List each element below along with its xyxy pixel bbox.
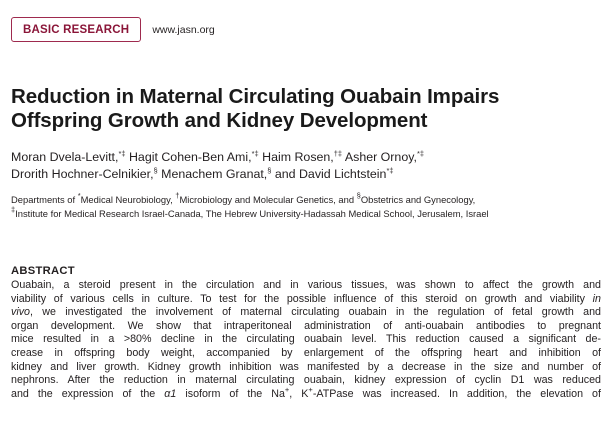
author-list: Moran Dvela-Levitt,*‡ Hagit Cohen-Ben Am… [11,149,601,183]
header-row: BASIC RESEARCH www.jasn.org [11,16,215,43]
abstract-heading: ABSTRACT [11,265,75,277]
abstract-line: vivo, we investigated the involvement of… [11,306,601,319]
author[interactable]: Drorith Hochner-Celnikier,§ [11,166,158,181]
article-title: Reduction in Maternal Circulating Ouabai… [11,85,601,133]
abstract-line: mice resulted in a >80% decline in the c… [11,333,601,346]
abstract-line: kidney and liver growth. Kidney growth i… [11,360,601,373]
author[interactable]: Menachem Granat,§ [161,166,272,181]
author[interactable]: and David Lichtstein*‡ [274,166,394,181]
article-title-line-2: Offspring Growth and Kidney Development [11,109,428,132]
author[interactable]: Haim Rosen,†‡ [262,149,343,164]
abstract-line: organ development. We show that intraper… [11,319,601,332]
author[interactable]: Hagit Cohen-Ben Ami,*‡ [128,149,259,164]
abstract-line: Ouabain, a steroid present in the circul… [11,279,601,291]
abstract-line: nephrons. After the reduction in materna… [11,374,601,387]
abstract-line: viability of various cells in culture. T… [11,292,601,305]
journal-url-link[interactable]: www.jasn.org [152,23,215,36]
abstract-line: crease in offspring body weight, accompa… [11,346,601,359]
author[interactable]: Asher Ornoy,*‡ [344,149,425,164]
abstract-body: Ouabain, a steroid present in the circul… [11,279,601,401]
abstract-line: and the expression of the α1 isoform of … [11,384,601,400]
affiliations: Departments of *Medical Neurobiology, †M… [11,191,489,219]
article-title-line-1: Reduction in Maternal Circulating Ouabai… [11,85,500,108]
author[interactable]: Moran Dvela-Levitt,*‡ [11,149,126,164]
section-badge[interactable]: BASIC RESEARCH [11,17,142,42]
